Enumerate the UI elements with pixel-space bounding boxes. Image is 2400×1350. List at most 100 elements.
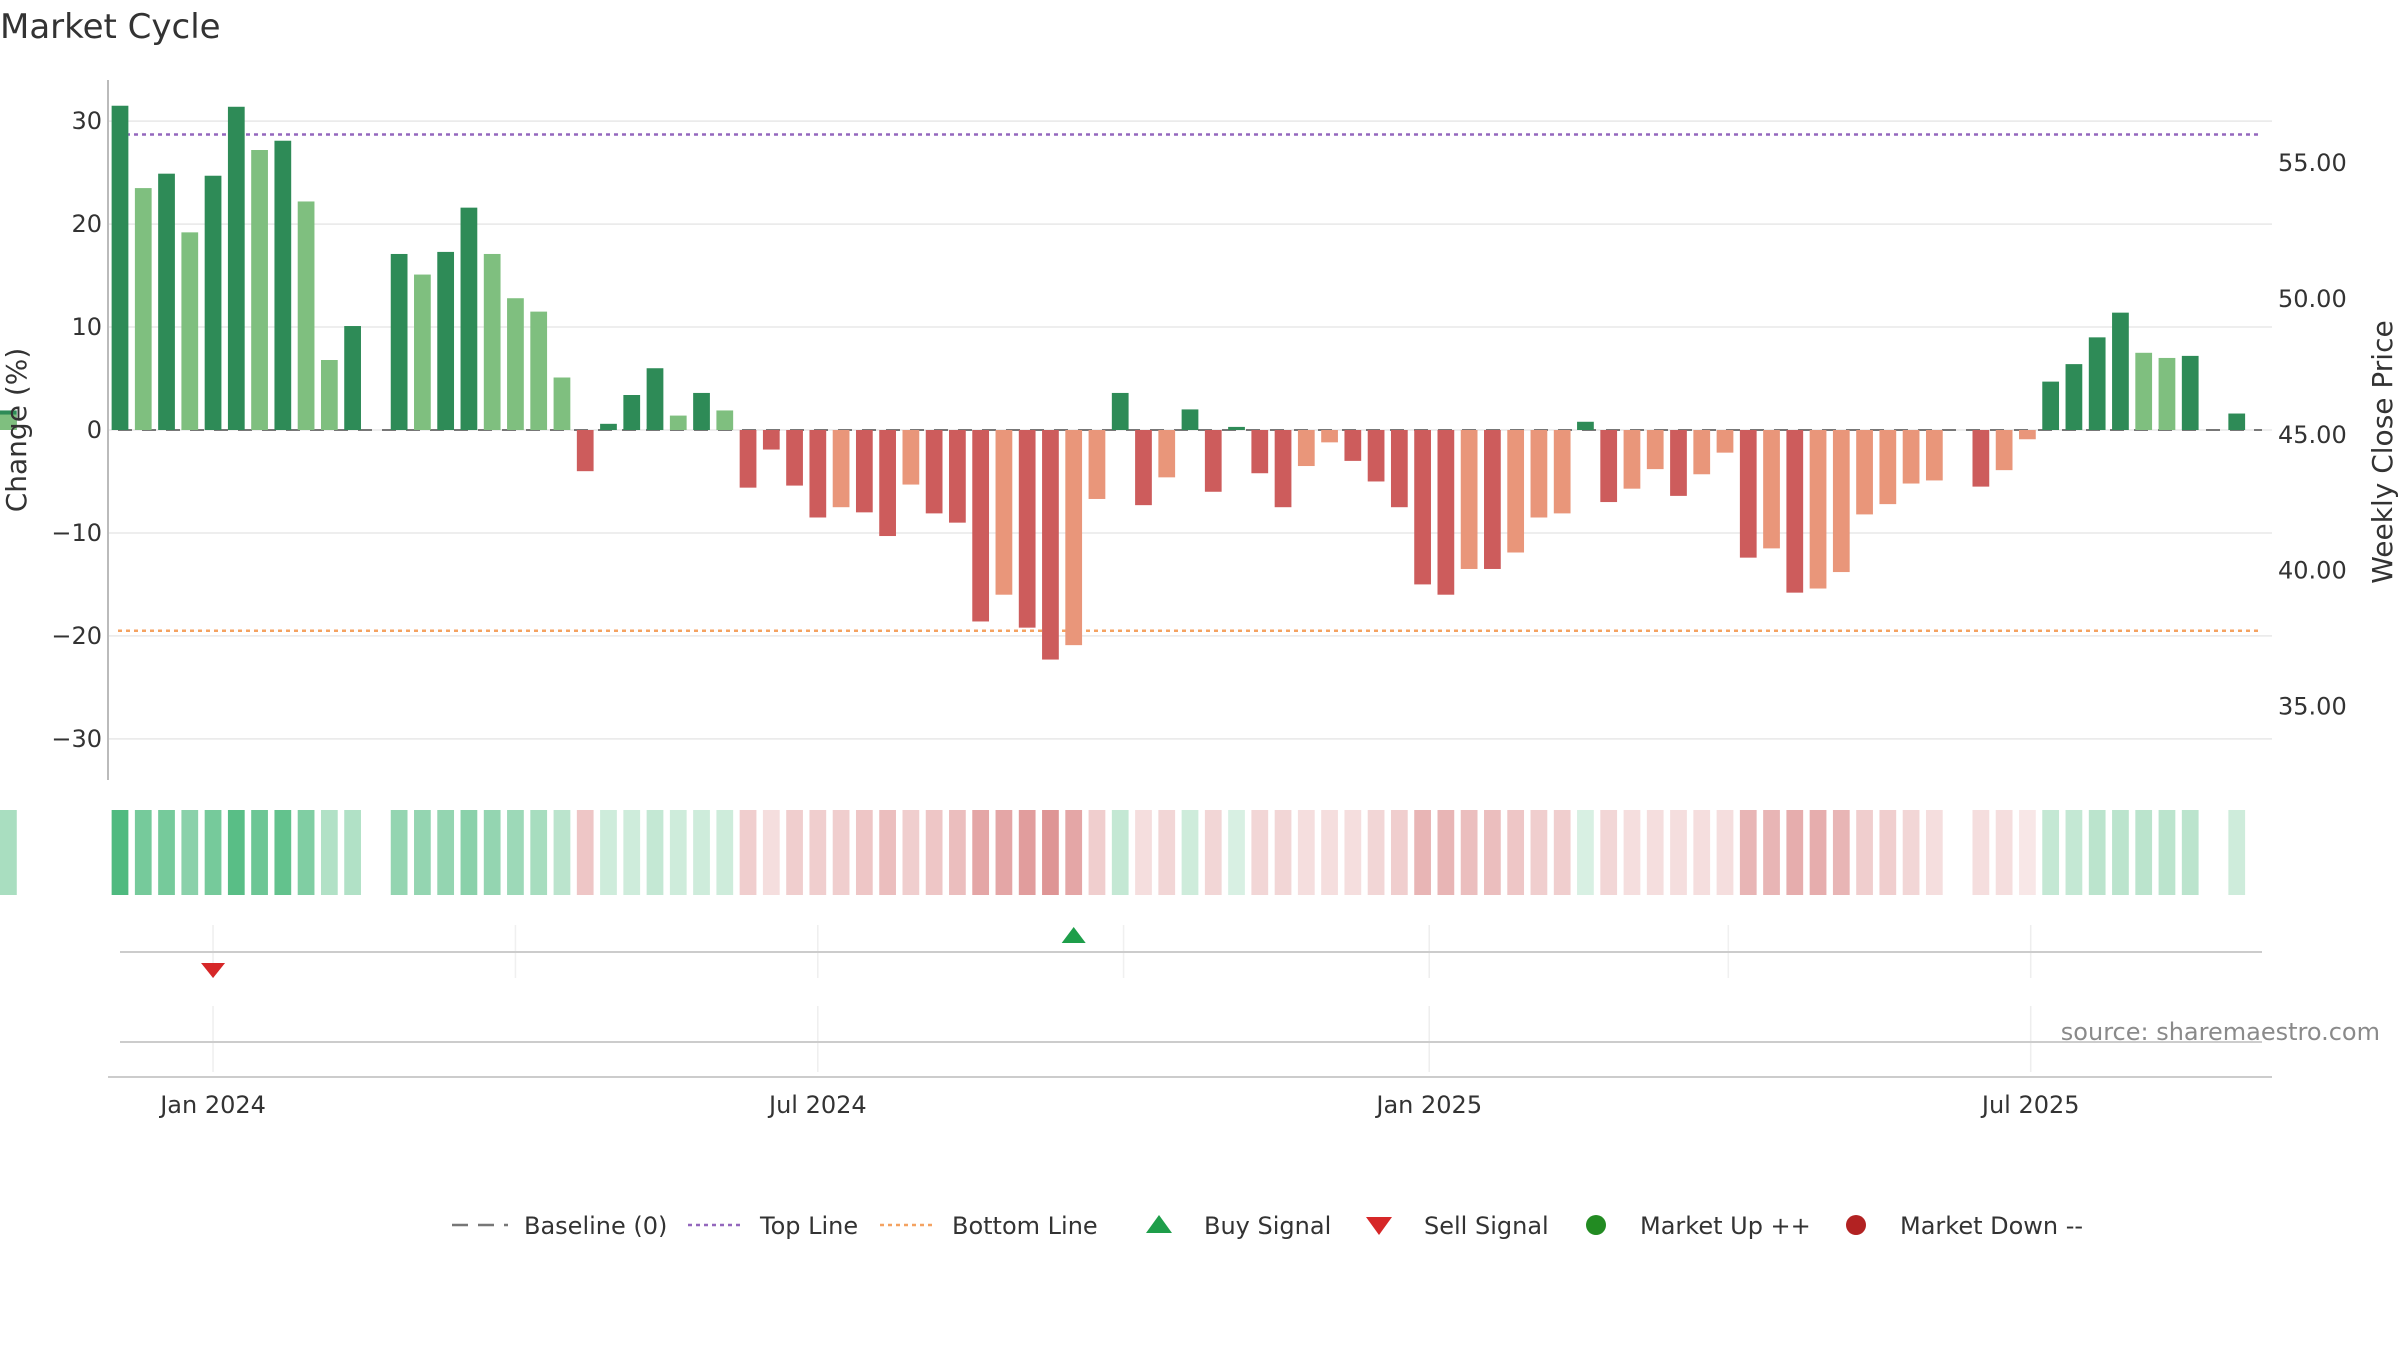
bar: [251, 150, 268, 430]
strength-cell: [437, 810, 455, 895]
strength-cell: [134, 810, 152, 895]
strength-cell: [553, 810, 571, 895]
bar: [855, 430, 873, 513]
legend-item: Market Up ++: [1586, 1212, 1811, 1240]
bar: [1716, 430, 1734, 453]
y-tick-left: −10: [51, 519, 102, 547]
strength-cell: [1297, 810, 1315, 895]
strength-cell: [1763, 810, 1780, 895]
legend-item: Baseline (0): [452, 1212, 667, 1240]
bar: [227, 106, 245, 430]
strength-cell: [2112, 810, 2129, 895]
bar: [879, 430, 896, 537]
strength-cell: [1135, 810, 1152, 895]
y-tick-right: 40.00: [2278, 557, 2347, 585]
bar: [2042, 381, 2060, 430]
bar: [716, 410, 734, 430]
bar: [1042, 430, 1059, 660]
signal-panel: [120, 927, 2262, 1043]
legend-item: Sell Signal: [1366, 1212, 1549, 1240]
bar: [832, 430, 850, 508]
bar: [2228, 413, 2246, 430]
bar: [1297, 430, 1315, 467]
bar: [1739, 430, 1757, 558]
strength-cell: [2158, 810, 2176, 895]
x-tick-label: Jul 2025: [1980, 1091, 2080, 1119]
legend-item: Bottom Line: [880, 1212, 1098, 1240]
bar: [460, 207, 478, 430]
strength-cell: [1832, 810, 1850, 895]
strength-cell: [251, 810, 268, 895]
bar: [576, 430, 594, 472]
bar: [902, 430, 920, 485]
bars-layer: [0, 105, 2246, 660]
bar: [553, 377, 571, 430]
bar: [1181, 409, 1199, 430]
bar: [1228, 426, 1245, 430]
bar: [809, 430, 827, 518]
strength-cell: [0, 810, 17, 895]
strength-cell: [600, 810, 617, 895]
strength-cell: [158, 810, 175, 895]
strength-cell: [1553, 810, 1571, 895]
x-tick-label: Jan 2025: [1374, 1091, 1482, 1119]
y-tick-right: 45.00: [2278, 421, 2347, 449]
bar: [1809, 430, 1827, 589]
legend-swatch-circle: [1846, 1215, 1866, 1235]
bar: [507, 298, 524, 430]
bar: [2135, 352, 2153, 430]
strength-cell: [1972, 810, 1990, 895]
bar: [2112, 312, 2129, 430]
bar: [1832, 430, 1850, 573]
bar: [1879, 430, 1897, 505]
strength-cell: [1111, 810, 1129, 895]
bar: [1600, 430, 1618, 503]
legend-label: Buy Signal: [1204, 1212, 1331, 1240]
strength-cell: [1786, 810, 1804, 895]
bar: [1065, 430, 1083, 646]
bar: [1577, 421, 1594, 430]
bar: [1321, 430, 1338, 443]
strength-cell: [1437, 810, 1455, 895]
bar: [181, 232, 199, 430]
bar: [530, 311, 548, 430]
bar: [2181, 355, 2199, 430]
bar: [204, 175, 222, 430]
bar: [1460, 430, 1478, 569]
bar: [623, 395, 641, 430]
bar: [600, 423, 617, 430]
strength-cell: [320, 810, 338, 895]
strength-cell: [1460, 810, 1478, 895]
strength-cell: [1507, 810, 1525, 895]
strength-cell: [460, 810, 478, 895]
strength-cell: [2181, 810, 2199, 895]
strength-cell: [1065, 810, 1083, 895]
strength-cell: [483, 810, 501, 895]
strength-cell: [949, 810, 966, 895]
bar: [972, 430, 990, 622]
bar: [762, 430, 780, 450]
bar: [1158, 430, 1176, 478]
bar: [437, 251, 455, 430]
strength-cell: [995, 810, 1013, 895]
strength-cell: [1995, 810, 2013, 895]
bar: [1204, 430, 1222, 492]
bar: [1088, 430, 1106, 499]
source-text: source: sharemaestro.com: [2061, 1018, 2380, 1046]
legend-swatch-circle: [1586, 1215, 1606, 1235]
y-tick-left: −20: [51, 622, 102, 650]
strength-cell: [1204, 810, 1222, 895]
bar: [2019, 430, 2036, 440]
y-tick-left: 0: [87, 416, 102, 444]
y-axis-right-label: Weekly Close Price: [2366, 320, 2399, 583]
strength-cell: [1484, 810, 1501, 895]
strength-cell: [762, 810, 780, 895]
strength-cell: [1879, 810, 1897, 895]
bar: [693, 392, 710, 430]
bar: [1390, 430, 1408, 508]
bar: [646, 368, 664, 430]
bar: [1344, 430, 1362, 461]
y-tick-left: 30: [71, 107, 102, 135]
legend: Baseline (0) Top Line Bottom Line Buy Signa…: [452, 1212, 2083, 1240]
